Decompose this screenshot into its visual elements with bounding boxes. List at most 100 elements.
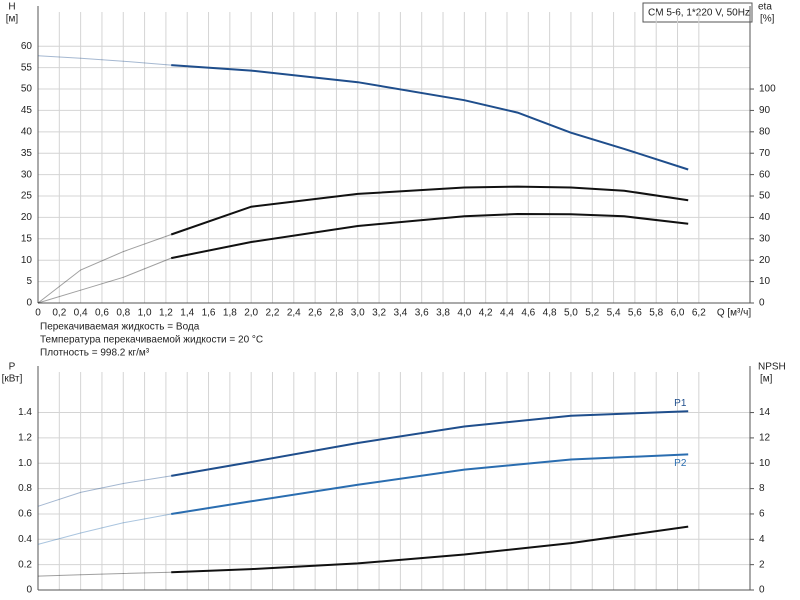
curve — [171, 212, 689, 260]
y-tick-label: 1.0 — [18, 458, 32, 469]
x-tick-label: 6,2 — [692, 308, 706, 319]
y2-tick-label: 10 — [759, 276, 771, 287]
series-label: P2 — [674, 458, 687, 469]
y2-axis-unit: [%] — [760, 14, 775, 25]
y-axis-label: P — [9, 362, 16, 373]
x-tick-label: 3,8 — [436, 308, 450, 319]
curve — [37, 571, 172, 577]
x-tick-label: 5,6 — [628, 308, 642, 319]
y2-axis-unit: [м] — [760, 374, 773, 385]
y-tick-label: 5 — [26, 276, 32, 287]
y2-axis-label: eta — [758, 2, 772, 13]
y2-tick-label: 80 — [759, 126, 771, 137]
y-tick-label: 30 — [21, 169, 33, 180]
y2-tick-label: 6 — [759, 509, 765, 520]
y-tick-label: 35 — [21, 148, 33, 159]
x-tick-label: 5,0 — [564, 308, 578, 319]
x-tick-label: 4,6 — [521, 308, 535, 319]
x-tick-label: 3,4 — [393, 308, 407, 319]
curve — [37, 513, 172, 545]
y-tick-label: 55 — [21, 62, 33, 73]
y2-tick-label: 40 — [759, 212, 771, 223]
y2-tick-label: 50 — [759, 191, 771, 202]
x-tick-label: 0,4 — [74, 308, 88, 319]
y2-tick-label: 12 — [759, 433, 771, 444]
y-tick-label: 20 — [21, 212, 33, 223]
y-tick-label: 0.4 — [18, 534, 32, 545]
curve — [37, 55, 172, 66]
x-tick-label: 0,8 — [116, 308, 130, 319]
x-tick-label: 2,8 — [329, 308, 343, 319]
y2-tick-label: 30 — [759, 233, 771, 244]
x-tick-label: 4,2 — [479, 308, 493, 319]
y-tick-label: 60 — [21, 41, 33, 52]
y-tick-label: 0 — [26, 298, 32, 309]
note: Плотность = 998.2 кг/м³ — [40, 348, 150, 359]
y-tick-label: 40 — [21, 126, 33, 137]
y-tick-label: 1.4 — [18, 407, 32, 418]
x-tick-label: 1,8 — [223, 308, 237, 319]
curve — [37, 257, 172, 304]
y2-tick-label: 90 — [759, 105, 771, 116]
y-tick-label: 0.2 — [18, 559, 32, 570]
y2-tick-label: 0 — [759, 298, 765, 309]
curve — [37, 234, 172, 304]
x-tick-label: 1,4 — [180, 308, 194, 319]
x-tick-label: 4,4 — [500, 308, 514, 319]
note: Температура перекачиваемой жидкости = 20… — [40, 335, 263, 346]
title-box — [642, 2, 753, 23]
y-tick-label: 15 — [21, 233, 33, 244]
curve — [171, 410, 689, 477]
x-tick-label: 4,0 — [457, 308, 471, 319]
x-tick-label: 0 — [35, 308, 41, 319]
y2-tick-label: 0 — [759, 585, 765, 596]
x-tick-label: 1,2 — [159, 308, 173, 319]
y-tick-label: 10 — [21, 255, 33, 266]
y-tick-label: 0 — [26, 585, 32, 596]
curve — [37, 475, 172, 507]
y-tick-label: 25 — [21, 191, 33, 202]
x-tick-label: 0,6 — [95, 308, 109, 319]
note: Перекачиваемая жидкость = Вода — [40, 322, 200, 333]
x-tick-label: 4,8 — [543, 308, 557, 319]
y-tick-label: 50 — [21, 84, 33, 95]
y2-tick-label: 2 — [759, 559, 765, 570]
x-tick-label: 0,2 — [52, 308, 66, 319]
y2-tick-label: 100 — [759, 84, 776, 95]
curve — [171, 64, 689, 171]
curve — [171, 453, 689, 515]
x-tick-label: 2,4 — [287, 308, 301, 319]
x-tick-label: 5,2 — [585, 308, 599, 319]
y2-tick-label: 8 — [759, 483, 765, 494]
y-tick-label: 0.8 — [18, 483, 32, 494]
x-tick-label: 1,6 — [202, 308, 216, 319]
y-axis-label: H — [8, 2, 15, 13]
y2-tick-label: 20 — [759, 255, 771, 266]
y2-tick-label: 60 — [759, 169, 771, 180]
x-tick-label: 1,0 — [138, 308, 152, 319]
x-axis-label: Q [м³/ч] — [717, 308, 752, 319]
x-tick-label: 2,6 — [308, 308, 322, 319]
y-axis-unit: [кВт] — [2, 374, 23, 385]
y-tick-label: 45 — [21, 105, 33, 116]
x-tick-label: 2,2 — [266, 308, 280, 319]
x-tick-label: 2,0 — [244, 308, 258, 319]
x-tick-label: 6,0 — [671, 308, 685, 319]
curve — [171, 525, 689, 574]
x-tick-label: 3,2 — [372, 308, 386, 319]
x-tick-label: 3,6 — [415, 308, 429, 319]
x-tick-label: 5,8 — [649, 308, 663, 319]
x-tick-label: 5,4 — [607, 308, 621, 319]
y2-tick-label: 4 — [759, 534, 765, 545]
x-tick-label: 3,0 — [351, 308, 365, 319]
y2-tick-label: 70 — [759, 148, 771, 159]
y2-tick-label: 10 — [759, 458, 771, 469]
y-tick-label: 0.6 — [18, 509, 32, 520]
y-axis-unit: [м] — [6, 14, 19, 25]
y2-tick-label: 14 — [759, 407, 771, 418]
curve — [170, 185, 689, 236]
y-tick-label: 1.2 — [18, 433, 32, 444]
y2-axis-label: NPSH — [758, 362, 786, 373]
series-label: P1 — [674, 398, 687, 409]
